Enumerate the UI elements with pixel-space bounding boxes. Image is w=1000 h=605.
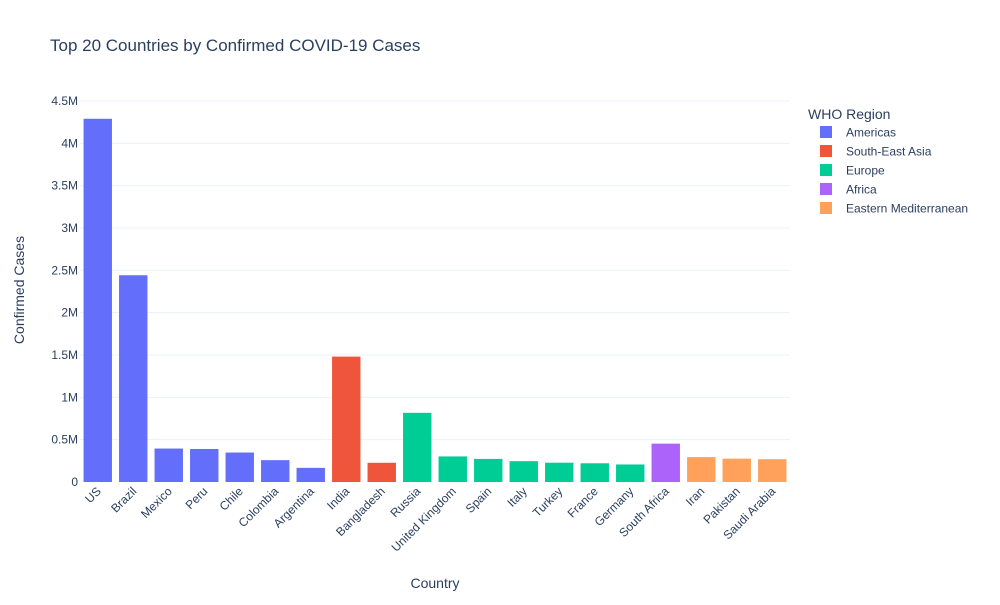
x-tick-label: Iran [683,484,708,509]
bar[interactable] [261,460,290,482]
bar[interactable] [616,464,645,482]
legend-label[interactable]: Europe [846,164,885,178]
y-tick-label: 0 [71,475,78,489]
bar[interactable] [545,462,574,482]
bar[interactable] [154,448,183,482]
x-tick-label: Peru [183,484,211,512]
bar[interactable] [403,412,432,482]
bar[interactable] [758,459,787,482]
chart-title: Top 20 Countries by Confirmed COVID-19 C… [50,36,420,55]
x-tick-label: Turkey [530,484,566,520]
y-tick-label: 4.5M [51,94,78,108]
legend-swatch[interactable] [820,183,832,195]
y-axis-title: Confirmed Cases [11,236,27,344]
legend-label[interactable]: Americas [846,126,896,140]
y-tick-label: 1.5M [51,348,78,362]
y-tick-label: 4M [61,136,78,150]
x-tick-label: Italy [504,484,529,509]
bar[interactable] [651,443,680,482]
legend-swatch[interactable] [820,126,832,138]
bar[interactable] [190,448,219,482]
bar[interactable] [119,275,148,482]
bar[interactable] [722,458,751,482]
x-tick-label: United Kingdom [389,484,459,554]
bar[interactable] [367,462,396,482]
legend-swatch[interactable] [820,202,832,214]
bar[interactable] [332,356,361,482]
legend: WHO Region Americas South-East Asia Europe… [808,106,968,216]
legend-label[interactable]: Eastern Mediterranean [846,202,968,216]
bar[interactable] [509,461,538,482]
x-tick-label: Brazil [108,484,139,515]
x-tick-label: Mexico [138,484,175,521]
legend-swatch[interactable] [820,145,832,157]
bar[interactable] [580,463,609,482]
x-tick-label: India [324,484,353,513]
legend-swatch[interactable] [820,164,832,176]
y-tick-label: 0.5M [51,433,78,447]
bar[interactable] [225,452,254,482]
y-tick-label: 1M [61,390,78,404]
legend-label[interactable]: South-East Asia [846,145,932,159]
bar[interactable] [83,118,112,482]
y-tick-label: 3M [61,221,78,235]
bar[interactable] [438,456,467,482]
bars [83,118,787,482]
y-tick-label: 2M [61,306,78,320]
x-tick-label: US [82,484,104,506]
bar[interactable] [687,457,716,482]
gridlines [80,100,790,441]
y-tick-label: 2.5M [51,263,78,277]
x-tick-label: Chile [217,484,246,513]
bar[interactable] [296,467,325,482]
bar[interactable] [474,458,503,482]
y-axis-ticks: 0 0.5M 1M 1.5M 2M 2.5M 3M 3.5M 4M 4.5M [51,94,78,489]
x-tick-label: Spain [463,484,495,516]
x-axis-title: Country [410,575,459,591]
legend-title: WHO Region [808,106,890,122]
legend-label[interactable]: Africa [846,183,877,197]
y-tick-label: 3.5M [51,179,78,193]
